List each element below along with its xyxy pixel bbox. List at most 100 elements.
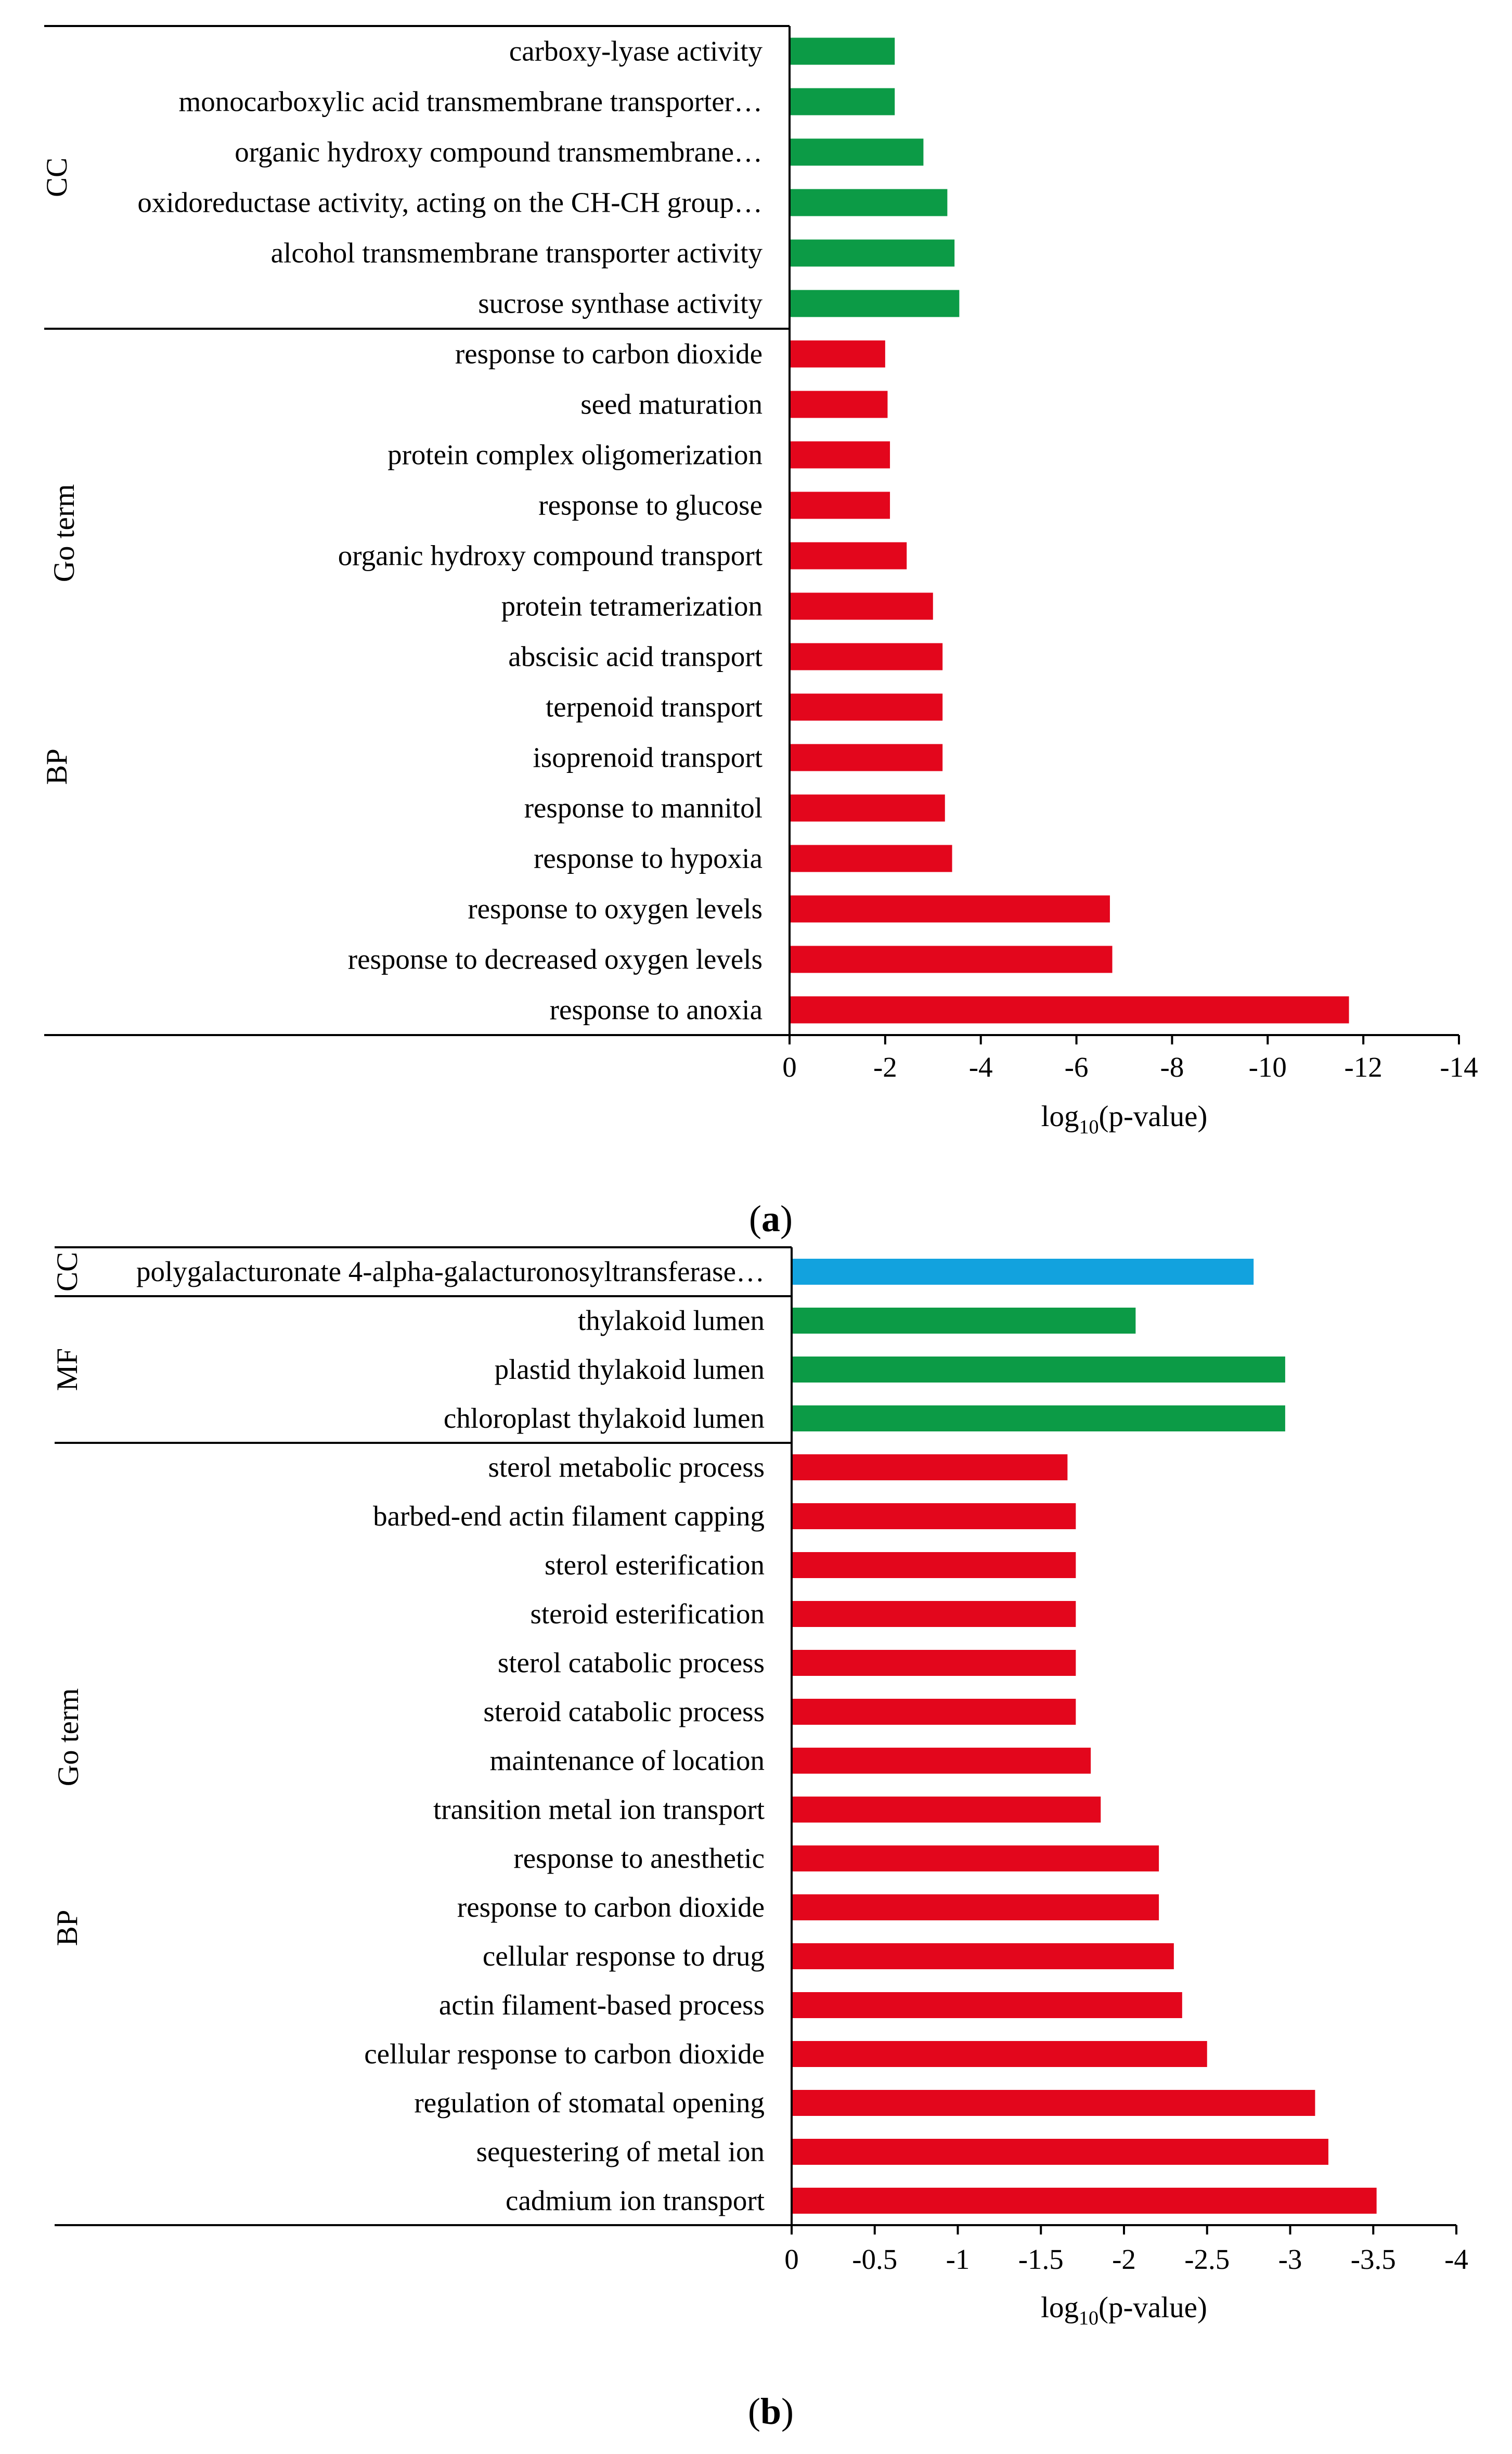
category-label-b-7: steroid esterification xyxy=(530,1598,765,1630)
x-tick-label-b-8: -4 xyxy=(1444,2243,1468,2275)
bar-b-10 xyxy=(792,1748,1091,1774)
x-tick-label-a-4: -8 xyxy=(1160,1051,1184,1083)
bar-b-13 xyxy=(792,1894,1159,1920)
bar-a-13 xyxy=(790,693,943,721)
x-tick-label-b-0: 0 xyxy=(784,2243,799,2275)
bar-b-14 xyxy=(792,1943,1174,1969)
category-label-b-14: cellular response to drug xyxy=(483,1940,765,1972)
category-label-a-9: response to glucose xyxy=(538,489,763,521)
bar-b-17 xyxy=(792,2090,1315,2116)
group-label-a-bp: BP xyxy=(41,748,73,785)
category-label-a-0: carboxy-lyase activity xyxy=(509,35,763,67)
category-label-b-9: steroid catabolic process xyxy=(483,1696,765,1727)
category-label-b-18: sequestering of metal ion xyxy=(476,2136,765,2167)
category-label-a-12: abscisic acid transport xyxy=(508,641,763,673)
x-tick-label-b-1: -0.5 xyxy=(852,2243,897,2275)
x-tick-label-a-1: -2 xyxy=(873,1051,897,1083)
bar-a-9 xyxy=(790,492,890,519)
x-tick-label-a-5: -10 xyxy=(1249,1051,1287,1083)
bar-b-15 xyxy=(792,1992,1182,2018)
x-tick-label-a-7: -14 xyxy=(1440,1051,1478,1083)
category-label-a-18: response to decreased oxygen levels xyxy=(348,944,763,975)
bar-b-4 xyxy=(792,1454,1068,1480)
category-label-b-12: response to anesthetic xyxy=(513,1842,765,1874)
bar-b-0 xyxy=(792,1259,1254,1285)
bar-a-7 xyxy=(790,391,888,418)
bar-b-9 xyxy=(792,1699,1076,1725)
category-label-a-13: terpenoid transport xyxy=(546,691,763,723)
bar-b-2 xyxy=(792,1357,1285,1383)
category-label-b-5: barbed-end actin filament capping xyxy=(373,1500,765,1532)
bar-a-12 xyxy=(790,643,943,670)
bar-a-3 xyxy=(790,189,948,216)
category-label-a-6: response to carbon dioxide xyxy=(455,338,763,370)
x-axis-label-b: log10(p-value) xyxy=(1041,2291,1207,2329)
bar-a-8 xyxy=(790,441,890,469)
side-label-b: Go term xyxy=(52,1688,85,1786)
bar-a-1 xyxy=(790,88,895,115)
category-label-b-10: maintenance of location xyxy=(490,1745,765,1776)
bar-b-5 xyxy=(792,1503,1076,1529)
category-label-a-5: sucrose synthase activity xyxy=(478,288,763,319)
category-label-a-19: response to anoxia xyxy=(550,994,763,1026)
x-tick-label-a-2: -4 xyxy=(969,1051,993,1083)
bar-a-2 xyxy=(790,138,924,166)
category-label-b-2: plastid thylakoid lumen xyxy=(495,1353,765,1385)
bar-b-6 xyxy=(792,1552,1076,1578)
bar-b-3 xyxy=(792,1405,1285,1431)
bar-a-6 xyxy=(790,340,885,368)
category-label-b-15: actin filament-based process xyxy=(439,1989,765,2021)
category-label-a-10: organic hydroxy compound transport xyxy=(338,540,763,572)
panel-label-a: (a) xyxy=(749,1198,793,1239)
bar-a-4 xyxy=(790,239,955,267)
category-label-a-4: alcohol transmembrane transporter activi… xyxy=(271,237,763,269)
bar-a-10 xyxy=(790,542,907,570)
group-label-a-cc: CC xyxy=(41,158,73,197)
category-label-a-1: monocarboxylic acid transmembrane transp… xyxy=(178,86,763,118)
x-tick-label-b-7: -3.5 xyxy=(1351,2243,1396,2275)
bar-a-15 xyxy=(790,794,945,822)
category-label-a-8: protein complex oligomerization xyxy=(387,439,763,471)
category-label-a-3: oxidoreductase activity, acting on the C… xyxy=(137,187,763,218)
category-label-a-16: response to hypoxia xyxy=(534,843,763,874)
bar-a-16 xyxy=(790,845,952,872)
category-label-b-0: polygalacturonate 4-alpha-galacturonosyl… xyxy=(136,1256,765,1287)
bar-a-0 xyxy=(790,37,895,65)
category-label-b-16: cellular response to carbon dioxide xyxy=(364,2038,765,2070)
x-tick-label-b-3: -1.5 xyxy=(1018,2243,1064,2275)
category-label-b-4: sterol metabolic process xyxy=(488,1451,765,1483)
panel-label-b: (b) xyxy=(748,2391,794,2432)
chart-a: carboxy-lyase activity monocarboxylic aci… xyxy=(41,25,1478,1138)
bar-b-19 xyxy=(792,2188,1377,2214)
x-axis-label-a: log10(p-value) xyxy=(1041,1100,1208,1138)
category-label-b-1: thylakoid lumen xyxy=(578,1305,765,1336)
category-label-b-17: regulation of stomatal opening xyxy=(414,2087,765,2119)
category-label-b-8: sterol catabolic process xyxy=(498,1647,765,1678)
x-tick-label-b-4: -2 xyxy=(1112,2243,1136,2275)
category-label-a-7: seed maturation xyxy=(580,389,763,420)
bar-a-14 xyxy=(790,744,943,771)
x-tick-label-a-0: 0 xyxy=(782,1051,797,1083)
x-tick-label-a-6: -12 xyxy=(1344,1051,1382,1083)
category-label-a-2: organic hydroxy compound transmembrane… xyxy=(235,136,763,168)
category-label-b-11: transition metal ion transport xyxy=(433,1793,765,1825)
x-tick-label-a-3: -6 xyxy=(1065,1051,1089,1083)
category-label-a-14: isoprenoid transport xyxy=(533,742,763,773)
x-tick-label-b-6: -3 xyxy=(1278,2243,1302,2275)
side-label-a: Go term xyxy=(48,484,81,582)
bar-a-18 xyxy=(790,946,1113,973)
chart-b: polygalacturonate 4-alpha-galacturonosyl… xyxy=(51,1246,1468,2329)
category-label-b-13: response to carbon dioxide xyxy=(457,1891,765,1923)
category-label-b-3: chloroplast thylakoid lumen xyxy=(444,1402,765,1434)
x-tick-label-b-2: -1 xyxy=(946,2243,970,2275)
bar-b-1 xyxy=(792,1308,1136,1334)
bar-a-11 xyxy=(790,592,933,620)
bar-a-17 xyxy=(790,895,1110,923)
x-tick-label-b-5: -2.5 xyxy=(1184,2243,1230,2275)
bar-b-18 xyxy=(792,2139,1328,2165)
bar-b-16 xyxy=(792,2041,1207,2067)
bar-a-19 xyxy=(790,996,1349,1024)
group-label-b-cc: CC xyxy=(51,1252,84,1291)
bar-b-12 xyxy=(792,1845,1159,1871)
category-label-a-15: response to mannitol xyxy=(524,792,763,824)
